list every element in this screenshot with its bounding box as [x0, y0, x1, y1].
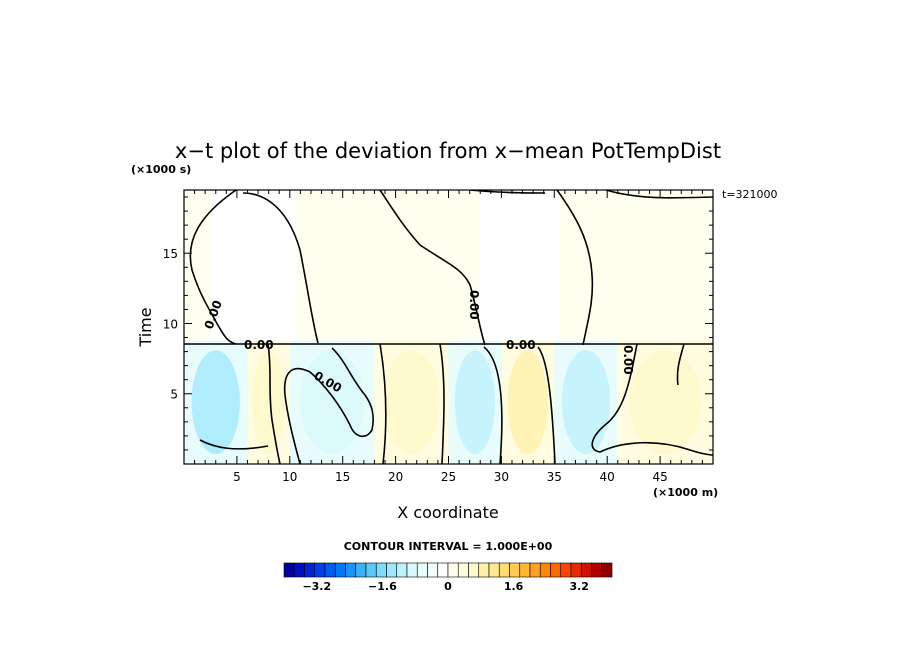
axis-tick-labels: 5 10 15 20 25 30 35 40 45 5 10 15	[163, 247, 668, 484]
colorbar-swatch	[324, 562, 336, 578]
x-tick-label: 10	[282, 470, 297, 484]
field-cell	[559, 190, 713, 341]
x-tick-label: 40	[600, 470, 615, 484]
colorbar-swatch	[447, 562, 459, 578]
field-core	[191, 350, 240, 455]
field-cell	[295, 190, 396, 341]
axis-ticks	[184, 190, 713, 464]
y-unit-label: (×1000 s)	[131, 163, 191, 176]
contour-line	[591, 343, 713, 456]
contour-line	[379, 190, 486, 346]
colorbar-swatch	[509, 562, 521, 578]
y-axis-label: Time	[136, 307, 155, 347]
contour-line	[537, 346, 556, 464]
colorbar-swatch	[478, 562, 490, 578]
colorbar-swatch	[334, 562, 346, 578]
field-cell	[395, 190, 481, 341]
colorbar-swatch	[488, 562, 500, 578]
colorbar-swatch	[468, 562, 480, 578]
colorbar-tick-label: −3.2	[302, 580, 331, 593]
x-tick-label: 35	[547, 470, 562, 484]
colorbar-swatch	[406, 562, 418, 578]
field-cell	[184, 190, 211, 341]
colorbar-tick-label: 1.6	[504, 580, 524, 593]
colorbar-tick-labels: −3.2 −1.6 0 1.6 3.2	[302, 580, 589, 593]
colorbar-swatch	[498, 562, 510, 578]
time-annotation: t=321000	[722, 188, 778, 201]
colorbar-swatch	[519, 562, 531, 578]
contour-line	[676, 343, 685, 386]
colorbar-swatch	[550, 562, 562, 578]
x-tick-label: 20	[388, 470, 403, 484]
plot-area	[184, 190, 713, 464]
colorbar-swatch	[539, 562, 551, 578]
colorbar-swatch	[457, 562, 469, 578]
colorbar-swatch	[580, 562, 592, 578]
field-core	[629, 350, 702, 455]
contour-line	[556, 190, 594, 346]
colorbar-swatch	[570, 562, 582, 578]
colorbar-swatch	[314, 562, 326, 578]
contour-line	[379, 343, 387, 464]
x-tick-label: 5	[233, 470, 241, 484]
field-core	[252, 350, 285, 455]
contour-line	[189, 190, 237, 345]
x-tick-label: 25	[441, 470, 456, 484]
x-tick-label: 15	[335, 470, 350, 484]
y-tick-label: 5	[170, 388, 178, 402]
contour-label: 0.00	[621, 345, 635, 375]
field-core	[454, 350, 496, 455]
x-axis-label: X coordinate	[397, 503, 498, 522]
contour-label: 0.00	[244, 338, 274, 352]
colorbar-swatch	[529, 562, 541, 578]
x-unit-label: (×1000 m)	[653, 486, 718, 499]
field-cell	[210, 190, 296, 341]
colorbar-swatch	[427, 562, 439, 578]
colorbar-swatch	[437, 562, 449, 578]
contour-label: 0.00	[506, 338, 536, 352]
contour-interval-label: CONTOUR INTERVAL = 1.000E+00	[344, 540, 553, 553]
colorbar-tick-label: −1.6	[368, 580, 397, 593]
field-core	[383, 350, 440, 455]
colorbar-swatch	[355, 562, 367, 578]
chart-title: x−t plot of the deviation from x−mean Po…	[175, 139, 721, 163]
colorbar-swatch	[386, 562, 398, 578]
colorbar	[283, 562, 613, 578]
colorbar-swatch	[601, 562, 613, 578]
contour-label: 0.00	[467, 290, 481, 320]
colorbar-swatch	[345, 562, 357, 578]
colorbar-swatch	[591, 562, 603, 578]
contour-line	[283, 347, 374, 464]
colorbar-swatch	[304, 562, 316, 578]
colorbar-tick-label: 0	[444, 580, 452, 593]
field-core	[561, 350, 611, 455]
colorbar-swatch	[416, 562, 428, 578]
colorbar-swatch	[293, 562, 305, 578]
y-tick-label: 10	[163, 317, 178, 331]
field-core	[299, 350, 365, 455]
field-cell	[480, 190, 560, 341]
colorbar-swatch	[283, 562, 295, 578]
contour-line	[605, 190, 713, 199]
x-tick-label: 45	[652, 470, 667, 484]
contour-line	[242, 192, 319, 344]
colorbar-tick-label: 3.2	[569, 580, 589, 593]
contour-lines	[184, 190, 713, 464]
contour-line	[483, 346, 503, 464]
colorbar-swatch	[375, 562, 387, 578]
field-core	[507, 350, 548, 455]
y-tick-label: 15	[163, 247, 178, 261]
x-tick-label: 30	[494, 470, 509, 484]
contour-line	[439, 343, 445, 464]
contour-line	[267, 343, 281, 464]
colorbar-swatch	[560, 562, 572, 578]
colorbar-swatch	[365, 562, 377, 578]
colorbar-swatch	[396, 562, 408, 578]
contour-line	[199, 439, 269, 450]
